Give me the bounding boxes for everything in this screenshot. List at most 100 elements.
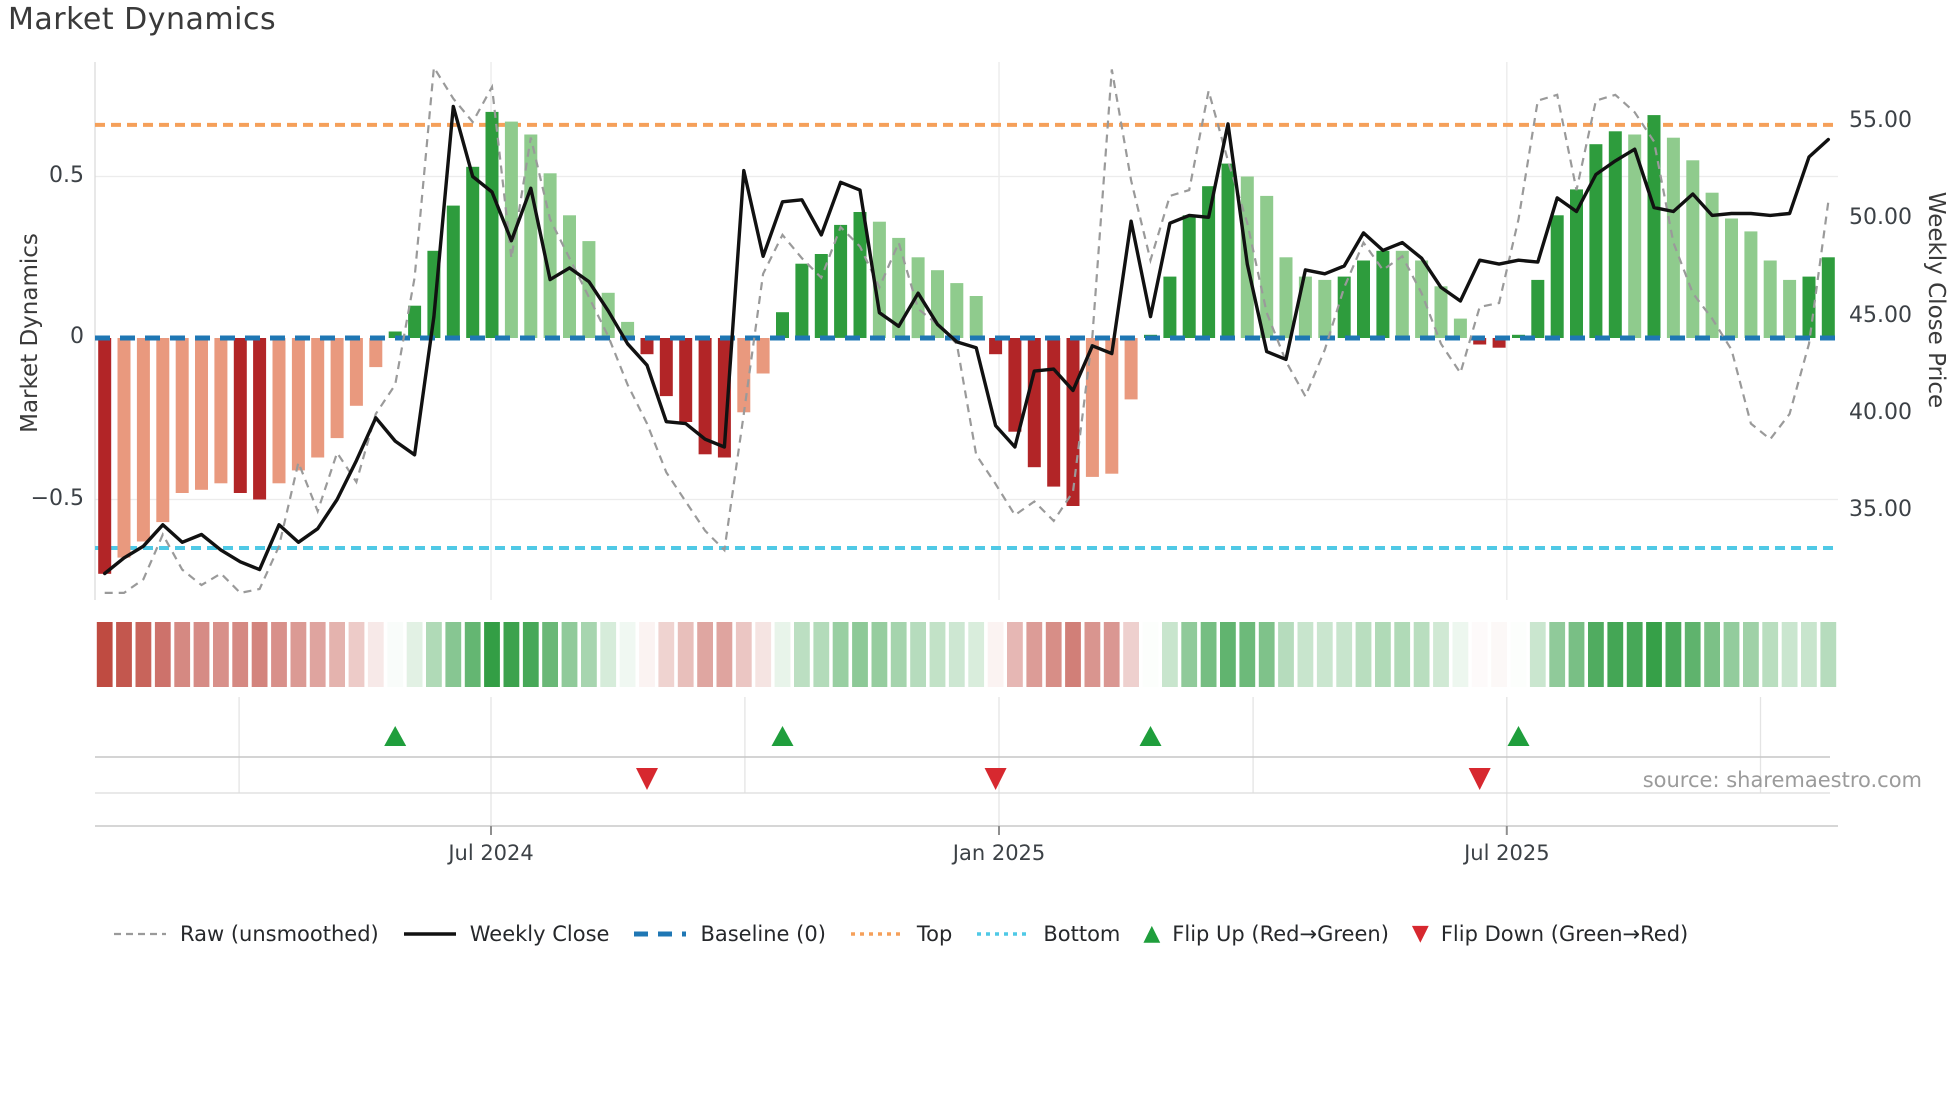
flip-up-marker [384,726,407,746]
left-tick-label: −0.5 [30,485,84,511]
oscillator-bar [776,312,789,338]
legend-label: Weekly Close [469,922,610,946]
page-title: Market Dynamics [8,2,277,37]
heat-strip-cell [1142,622,1159,687]
heat-strip-cell [1394,622,1411,687]
oscillator-bar [1085,338,1099,477]
oscillator-bar [621,321,635,339]
oscillator-bar [679,338,693,422]
legend-line-sample [114,932,166,936]
heat-strip-cell [1781,622,1798,687]
oscillator-bar [485,111,499,339]
flip-up-marker [1507,726,1530,746]
heat-strip-cell [522,622,539,687]
weekly-close-line [103,104,1830,576]
heat-strip-cell [1084,622,1101,687]
heat-strip-cell [561,622,578,687]
right-tick-label: 50.00 [1849,205,1912,231]
heat-strip-cell [1123,622,1139,687]
legend-item-baseline: Baseline (0) [632,922,826,946]
oscillator-bar [640,338,654,355]
oscillator-bar [582,241,596,338]
oscillator-bar [136,338,150,542]
oscillator-bar [388,331,402,338]
heat-strip-cell [716,622,733,687]
heat-strip-cell [929,622,946,687]
right-tick-label: 35.00 [1849,497,1912,523]
heat-strip-cell [1762,622,1779,687]
oscillator-bar [911,257,925,339]
right-tick-label: 45.00 [1849,302,1912,328]
oscillator-bar [1473,338,1487,345]
oscillator-bar [717,338,731,458]
heat-strip-cell [251,622,268,687]
heat-strip-cell [503,622,520,687]
heat-strip-cell [1626,622,1643,687]
legend-item-raw: Raw (unsmoothed) [112,922,379,946]
heat-strip-cell [1510,622,1527,687]
heat-strip-cell [871,622,888,687]
oscillator-bar [466,166,480,338]
left-tick-label: 0 [70,324,84,349]
heat-strip-cell [774,622,791,687]
flip-down-marker [984,768,1007,790]
flip-up-marker [771,726,794,746]
oscillator-bar [253,338,267,500]
legend-line-sample [403,932,456,936]
oscillator-bar [98,338,112,574]
oscillator-bar [1763,260,1777,338]
right-tick-label: 55.00 [1849,107,1912,133]
heat-strip-cell [1723,622,1740,687]
legend-label: Bottom [1043,922,1121,946]
heat-strip-cell [445,622,462,687]
oscillator-bar [272,338,286,484]
oscillator-bar [1027,338,1041,468]
oscillator-bar [563,215,576,338]
heat-strip-cell [1588,622,1604,687]
heat-strip-cell [619,622,636,687]
oscillator-bar [969,296,983,338]
triangle-down-icon: ▼ [1411,921,1429,946]
heat-strip-cell [1801,622,1817,687]
oscillator-bar [543,173,557,338]
legend-label: Flip Up (Red→Green) [1172,922,1389,946]
heat-strip-cell [1607,622,1624,687]
oscillator-bar [1066,338,1080,506]
source-note: source: sharemaestro.com [1642,768,1922,792]
heat-strip-cell [1820,622,1837,687]
oscillator-bar [1318,279,1332,338]
heat-strip-cell [1646,622,1662,687]
oscillator-bar [1589,144,1603,338]
heat-strip-cell [1162,622,1178,687]
oscillator-bar [291,338,305,471]
oscillator-bar [1666,137,1680,338]
oscillator-bar [408,305,422,338]
oscillator-bar [1376,250,1390,338]
oscillator-bar [1453,318,1467,338]
heat-strip-cell [193,622,210,687]
oscillator-bar [233,338,247,493]
legend-label: Raw (unsmoothed) [180,922,379,946]
oscillator-bar [446,205,460,338]
oscillator-bar [349,338,363,406]
oscillator-bar [175,338,189,493]
legend-item-flip-up: ▲ Flip Up (Red→Green) [1143,922,1389,946]
oscillator-bar [1725,218,1738,338]
oscillator-bar [1357,260,1370,338]
oscillator-bar [1783,279,1797,338]
flip-up-marker [1139,726,1162,746]
oscillator-bar [1550,215,1564,338]
oscillator-bar [1434,286,1448,338]
heat-strip-cell [581,622,597,687]
oscillator-bar [330,338,344,439]
oscillator-bar [1608,131,1622,338]
oscillator-bar [1221,163,1235,338]
heat-strip-cell [367,622,384,687]
oscillator-bar [504,121,518,338]
x-tick-label: Jan 2025 [952,841,1046,865]
heat-strip-cell [290,622,307,687]
legend-line-sample [977,932,1030,936]
oscillator-bar [795,263,809,338]
legend-label: Baseline (0) [700,922,826,946]
